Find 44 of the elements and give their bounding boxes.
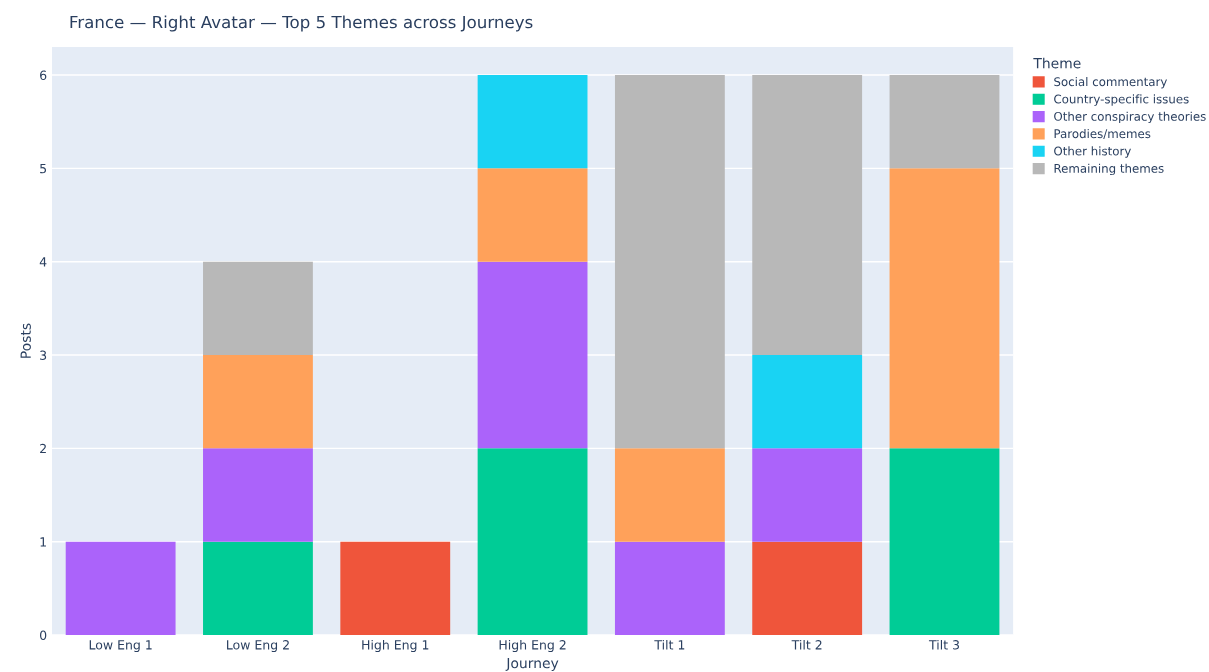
bar [203,355,313,449]
legend-label: Other conspiracy theories [1054,111,1206,124]
bar [477,448,588,636]
x-tick-label: Tilt 2 [791,639,822,650]
bar [889,168,1000,449]
x-tick-label: Tilt 1 [654,639,685,650]
y-tick-label: 1 [40,537,46,547]
legend-label: Social commentary [1054,77,1168,89]
y-axis-title: Posts [20,323,31,358]
chart-title: France — Right Avatar — Top 5 Themes across Journeys [70,15,533,32]
legend-label: Other history [1054,146,1131,158]
y-tick-label: 5 [40,164,47,174]
y-tick-label: 2 [40,443,46,454]
legend-title: Theme [1033,57,1081,69]
legend-label: Country-specific issues [1054,94,1189,106]
y-tick-label: 6 [40,70,47,80]
legend-label: Remaining themes [1054,163,1164,176]
y-tick-label: 3 [40,350,47,360]
bar [752,355,863,449]
bar [889,75,1000,169]
x-tick-label: High Eng 1 [362,639,429,652]
x-tick-label: Low Eng 1 [89,640,152,652]
bar [752,541,863,636]
bar [203,261,313,356]
x-tick-label: High Eng 2 [499,639,566,652]
bar [203,541,313,636]
x-tick-label: Tilt 3 [928,639,959,650]
bar [477,168,588,262]
bar [889,448,1000,636]
bar [203,448,313,542]
bar [614,75,725,449]
bar [65,541,176,636]
y-tick-label: 4 [39,257,47,267]
bar [752,75,863,356]
bar [477,75,588,169]
x-tick-label: Low Eng 2 [227,640,289,652]
bar [614,541,725,636]
bar [340,541,451,636]
bar [614,448,725,542]
bar [752,448,863,542]
bar [477,261,588,449]
legend-label: Parodies/memes [1054,129,1151,140]
y-tick-label: 0 [40,630,47,640]
x-axis-title: Journey [505,657,559,671]
